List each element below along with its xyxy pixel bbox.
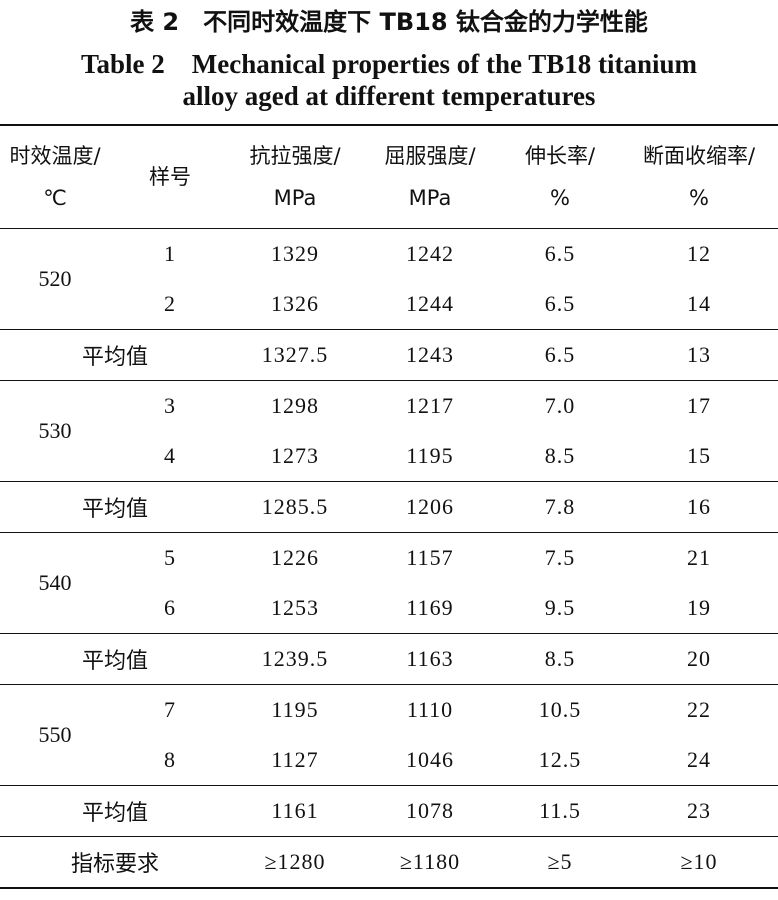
sample-cell: 8 <box>164 747 176 772</box>
table-row: 520 1 1329 1242 6.5 12 <box>0 228 778 330</box>
elongation-cell: 6.5 <box>500 228 620 279</box>
header-reduction: 断面收缩率/% <box>642 144 756 210</box>
table-row: 4 1273 1195 8.5 15 <box>0 431 778 482</box>
table-row: 6 1253 1169 9.5 19 <box>0 583 778 634</box>
yield-req: ≥1180 <box>360 836 500 888</box>
reduction-cell: 12 <box>620 228 778 279</box>
sample-cell: 1 <box>110 228 230 279</box>
table-row: 2 1326 1244 6.5 14 <box>0 279 778 330</box>
tensile-cell: 1127 <box>271 747 319 772</box>
header-row: 时效温度/℃ 样号 抗拉强度/MPa 屈服强度/MPa 伸长率/% 断面收缩率/… <box>0 125 778 229</box>
table-row: 540 5 1226 1157 7.5 21 <box>0 532 778 634</box>
header-sample: 样号 <box>149 165 191 189</box>
tensile-cell: 1273 <box>271 443 319 468</box>
elongation-cell: 7.0 <box>500 380 620 431</box>
yield-avg: 1078 <box>360 785 500 837</box>
reduction-cell: 19 <box>687 595 711 620</box>
yield-cell: 1110 <box>360 684 500 735</box>
table-row: 8 1127 1046 12.5 24 <box>0 735 778 786</box>
reduction-cell: 22 <box>620 684 778 735</box>
caption-en-line1: Table 2 Mechanical properties of the TB1… <box>80 49 697 79</box>
tensile-req: ≥1280 <box>230 836 360 888</box>
elongation-avg: 7.8 <box>500 481 620 533</box>
caption-en-line2: alloy aged at different temperatures <box>182 81 596 111</box>
header-temp: 时效温度/℃ <box>9 144 101 210</box>
elongation-cell: 7.5 <box>500 532 620 583</box>
sample-cell: 7 <box>110 684 230 735</box>
requirement-row: 指标要求 ≥1280 ≥1180 ≥5 ≥10 <box>0 836 778 888</box>
properties-table: 时效温度/℃ 样号 抗拉强度/MPa 屈服强度/MPa 伸长率/% 断面收缩率/… <box>0 124 778 889</box>
sample-cell: 5 <box>110 532 230 583</box>
average-row: 平均值 1239.5 1163 8.5 20 <box>0 633 778 685</box>
yield-cell: 1157 <box>360 532 500 583</box>
average-label: 平均值 <box>0 633 230 685</box>
reduction-avg: 20 <box>620 633 778 685</box>
yield-cell: 1169 <box>406 595 454 620</box>
tensile-avg: 1327.5 <box>230 329 360 381</box>
tensile-avg: 1161 <box>230 785 360 837</box>
tensile-cell: 1298 <box>230 380 360 431</box>
table-row: 530 3 1298 1217 7.0 17 <box>0 380 778 482</box>
table-row: 550 7 1195 1110 10.5 22 <box>0 684 778 786</box>
average-row: 平均值 1161 1078 11.5 23 <box>0 785 778 837</box>
requirement-label: 指标要求 <box>0 836 230 888</box>
sample-cell: 4 <box>164 443 176 468</box>
tensile-cell: 1253 <box>271 595 319 620</box>
temperature-cell: 540 <box>0 532 110 634</box>
temperature-cell: 530 <box>0 380 110 482</box>
reduction-cell: 17 <box>620 380 778 431</box>
elongation-avg: 8.5 <box>500 633 620 685</box>
sample-cell: 3 <box>110 380 230 431</box>
reduction-avg: 13 <box>620 329 778 381</box>
reduction-cell: 21 <box>620 532 778 583</box>
tensile-cell: 1195 <box>230 684 360 735</box>
reduction-avg: 23 <box>620 785 778 837</box>
yield-avg: 1206 <box>360 481 500 533</box>
tensile-cell: 1226 <box>230 532 360 583</box>
elongation-cell: 9.5 <box>544 595 576 620</box>
temperature-cell: 520 <box>0 228 110 330</box>
tensile-avg: 1239.5 <box>230 633 360 685</box>
reduction-avg: 16 <box>620 481 778 533</box>
reduction-cell: 14 <box>687 291 711 316</box>
reduction-cell: 15 <box>687 443 711 468</box>
average-row: 平均值 1285.5 1206 7.8 16 <box>0 481 778 533</box>
yield-cell: 1195 <box>406 443 454 468</box>
average-label: 平均值 <box>0 481 230 533</box>
caption-zh: 表 2 不同时效温度下 TB18 钛合金的力学性能 <box>130 8 648 36</box>
tensile-cell: 1326 <box>271 291 319 316</box>
sample-cell: 2 <box>164 291 176 316</box>
yield-avg: 1163 <box>360 633 500 685</box>
reduction-req: ≥10 <box>620 836 778 888</box>
yield-cell: 1046 <box>406 747 454 772</box>
elongation-req: ≥5 <box>500 836 620 888</box>
header-yield: 屈服强度/MPa <box>384 144 476 210</box>
elongation-cell: 12.5 <box>538 747 582 772</box>
temperature-cell: 550 <box>0 684 110 786</box>
elongation-cell: 8.5 <box>544 443 576 468</box>
average-row: 平均值 1327.5 1243 6.5 13 <box>0 329 778 381</box>
sample-cell: 6 <box>164 595 176 620</box>
elongation-cell: 10.5 <box>500 684 620 735</box>
header-tensile: 抗拉强度/MPa <box>249 144 341 210</box>
average-label: 平均值 <box>0 329 230 381</box>
elongation-avg: 11.5 <box>500 785 620 837</box>
elongation-cell: 6.5 <box>544 291 576 316</box>
reduction-cell: 24 <box>687 747 711 772</box>
elongation-avg: 6.5 <box>500 329 620 381</box>
yield-avg: 1243 <box>360 329 500 381</box>
tensile-avg: 1285.5 <box>230 481 360 533</box>
average-label: 平均值 <box>0 785 230 837</box>
tensile-cell: 1329 <box>230 228 360 279</box>
header-elongation: 伸长率/% <box>524 144 596 210</box>
yield-cell: 1242 <box>360 228 500 279</box>
yield-cell: 1217 <box>360 380 500 431</box>
yield-cell: 1244 <box>406 291 454 316</box>
